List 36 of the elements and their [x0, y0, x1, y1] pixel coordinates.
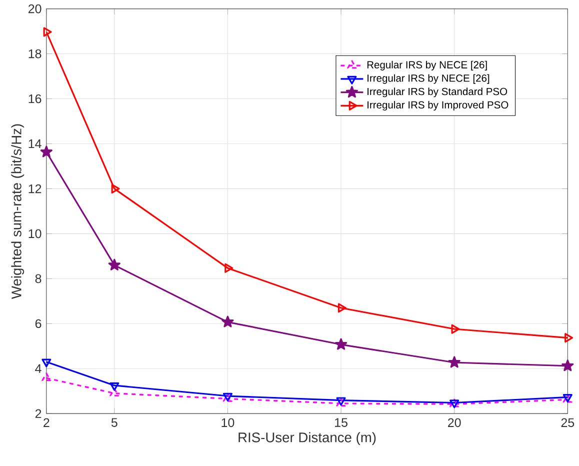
- x-tick-label: 10: [222, 418, 234, 427]
- y-tick-label: 2: [35, 409, 42, 418]
- legend-label: Irregular IRS by Improved PSO: [368, 100, 508, 110]
- point: [562, 359, 574, 372]
- x-axis-title: RIS-User Distance (m): [238, 432, 376, 445]
- point: [108, 258, 120, 270]
- point: [564, 332, 574, 342]
- point: [451, 324, 460, 334]
- y-tick-label: 12: [28, 184, 42, 193]
- y-tick-label: 10: [28, 229, 42, 238]
- point: [110, 388, 120, 396]
- x-tick-label: 20: [448, 418, 461, 427]
- y-tick-label: 4: [35, 364, 42, 373]
- point: [334, 338, 348, 350]
- point: [111, 184, 120, 194]
- y-tick-label: 14: [28, 139, 42, 148]
- y-tick-label: 16: [28, 94, 42, 104]
- x-tick-label: 2: [44, 418, 50, 427]
- x-tick-label: 15: [335, 418, 348, 427]
- legend-label: Regular IRS by NECE [26]: [367, 60, 487, 70]
- point: [40, 146, 52, 158]
- point: [43, 27, 52, 37]
- x-tick-label: 5: [111, 418, 118, 427]
- y-tick-label: 6: [35, 319, 42, 328]
- point: [448, 356, 460, 368]
- point: [222, 316, 234, 328]
- x-tick-label: 25: [561, 418, 574, 427]
- y-tick-label: 8: [35, 274, 42, 283]
- legend-label: Irregular IRS by NECE [26]: [368, 74, 490, 84]
- y-axis-title: Weighted sum-rate (bit/s/Hz): [11, 124, 24, 299]
- legend-label: Irregular IRS by Standard PSO: [368, 88, 508, 98]
- point: [42, 372, 52, 382]
- y-tick-label: 18: [28, 49, 42, 58]
- point: [224, 263, 234, 273]
- y-tick-label: 20: [28, 4, 42, 14]
- point: [338, 302, 346, 313]
